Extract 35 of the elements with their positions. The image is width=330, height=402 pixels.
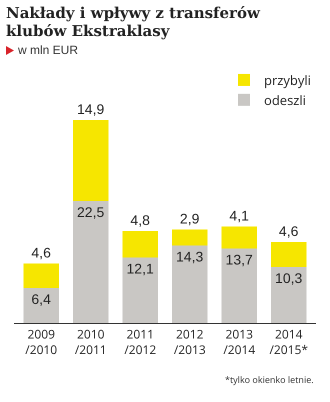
bar bbox=[270, 242, 307, 268]
legend-label: odeszli bbox=[264, 90, 306, 109]
chart-title: Nakłady i wpływy z transferów klubów Ekstraklasy bbox=[6, 4, 262, 40]
data-label: 10,3 bbox=[275, 270, 302, 286]
bar bbox=[172, 245, 208, 323]
text: *tylko okienko letnie. bbox=[225, 373, 314, 386]
data-label: 4,8 bbox=[130, 212, 150, 228]
data-label: 6,4 bbox=[31, 291, 52, 308]
data-label: 13,7 bbox=[226, 252, 253, 268]
bar bbox=[72, 200, 109, 323]
bar bbox=[122, 231, 158, 258]
bar bbox=[172, 230, 208, 246]
bar bbox=[72, 120, 109, 201]
data-label: 4,6 bbox=[278, 223, 299, 240]
data-label: 2,9 bbox=[180, 210, 200, 227]
x-tick-label: 2014 /2015* bbox=[270, 325, 308, 358]
data-label: 4,1 bbox=[229, 207, 250, 224]
bar bbox=[221, 226, 258, 249]
bar bbox=[122, 257, 158, 323]
chart-subtitle: w mln EUR bbox=[18, 43, 78, 57]
data-label: 14,3 bbox=[176, 248, 204, 264]
data-label: 22,5 bbox=[77, 204, 104, 220]
x-tick-label: 2012 /2013 bbox=[174, 325, 206, 358]
data-label: 4,6 bbox=[31, 244, 52, 260]
data-label: 12,1 bbox=[126, 260, 154, 276]
bar bbox=[23, 263, 60, 288]
bar bbox=[23, 288, 60, 323]
x-tick-label: 2013 /2014 bbox=[223, 325, 256, 358]
bar bbox=[221, 248, 258, 323]
data-label: 14,9 bbox=[77, 100, 104, 117]
legend-label: przybyli bbox=[264, 71, 311, 90]
bar bbox=[270, 267, 307, 323]
x-tick-label: 2011 /2012 bbox=[124, 325, 156, 358]
x-tick-label: 2010 /2011 bbox=[74, 325, 107, 358]
x-tick-label: 2009 /2010 bbox=[25, 325, 58, 358]
